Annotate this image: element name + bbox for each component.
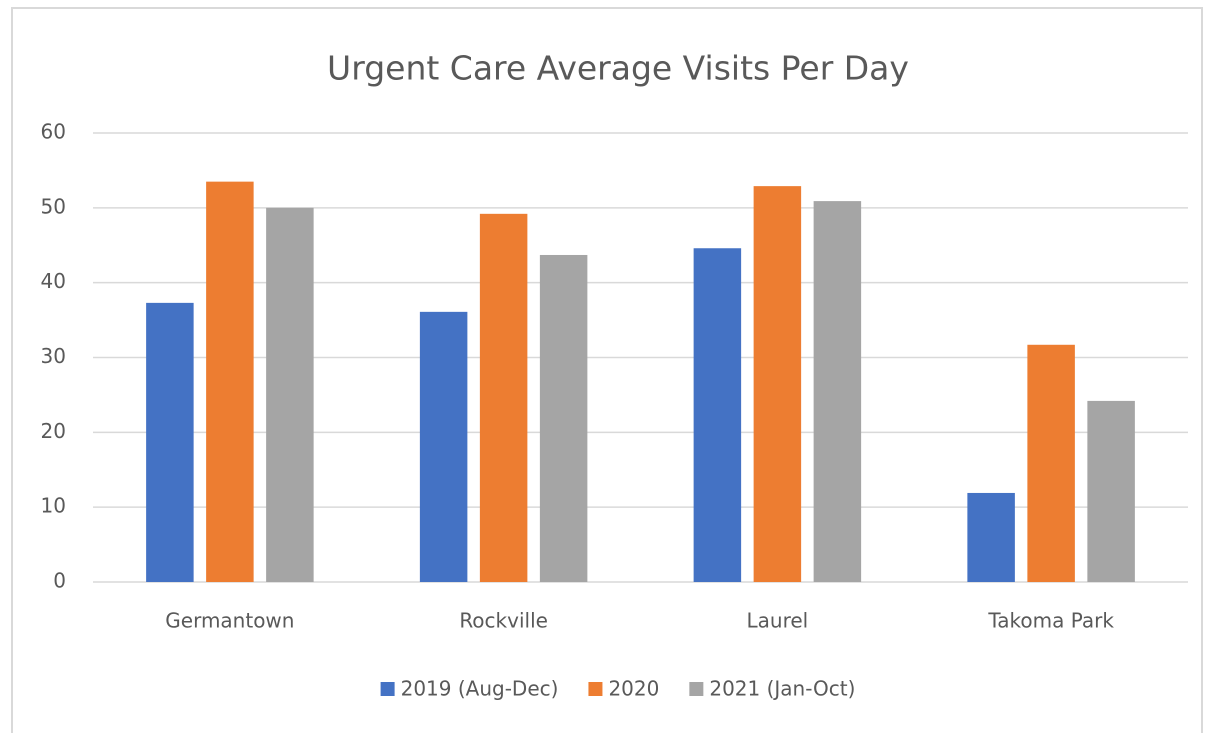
x-tick-label: Germantown	[165, 609, 294, 633]
legend-swatch	[689, 682, 704, 696]
legend-label: 2021 (Jan-Oct)	[709, 677, 855, 701]
bar	[539, 254, 588, 582]
chart-title: Urgent Care Average Visits Per Day	[327, 49, 909, 88]
x-tick-label: Takoma Park	[987, 609, 1114, 633]
legend-swatch	[588, 682, 603, 696]
x-tick-label: Laurel	[747, 609, 809, 633]
bar	[813, 201, 862, 582]
legend-label: 2020	[608, 677, 659, 701]
bar	[479, 213, 528, 582]
y-tick-label: 10	[41, 494, 66, 518]
bar	[146, 302, 194, 582]
y-tick-label: 40	[41, 269, 66, 293]
y-tick-label: 20	[41, 419, 66, 443]
bar	[967, 492, 1015, 582]
bar	[1087, 400, 1135, 582]
bar	[206, 181, 254, 582]
legend-label: 2019 (Aug-Dec)	[401, 677, 559, 701]
bar	[266, 207, 314, 583]
bar	[753, 186, 802, 583]
bar	[419, 311, 468, 582]
y-tick-label: 50	[41, 194, 66, 218]
y-tick-label: 0	[53, 569, 66, 593]
bar	[693, 248, 742, 582]
x-tick-label: Rockville	[459, 609, 548, 633]
y-tick-label: 60	[41, 120, 66, 144]
legend-swatch	[380, 682, 395, 696]
bar	[1027, 344, 1075, 582]
y-tick-label: 30	[41, 344, 66, 368]
